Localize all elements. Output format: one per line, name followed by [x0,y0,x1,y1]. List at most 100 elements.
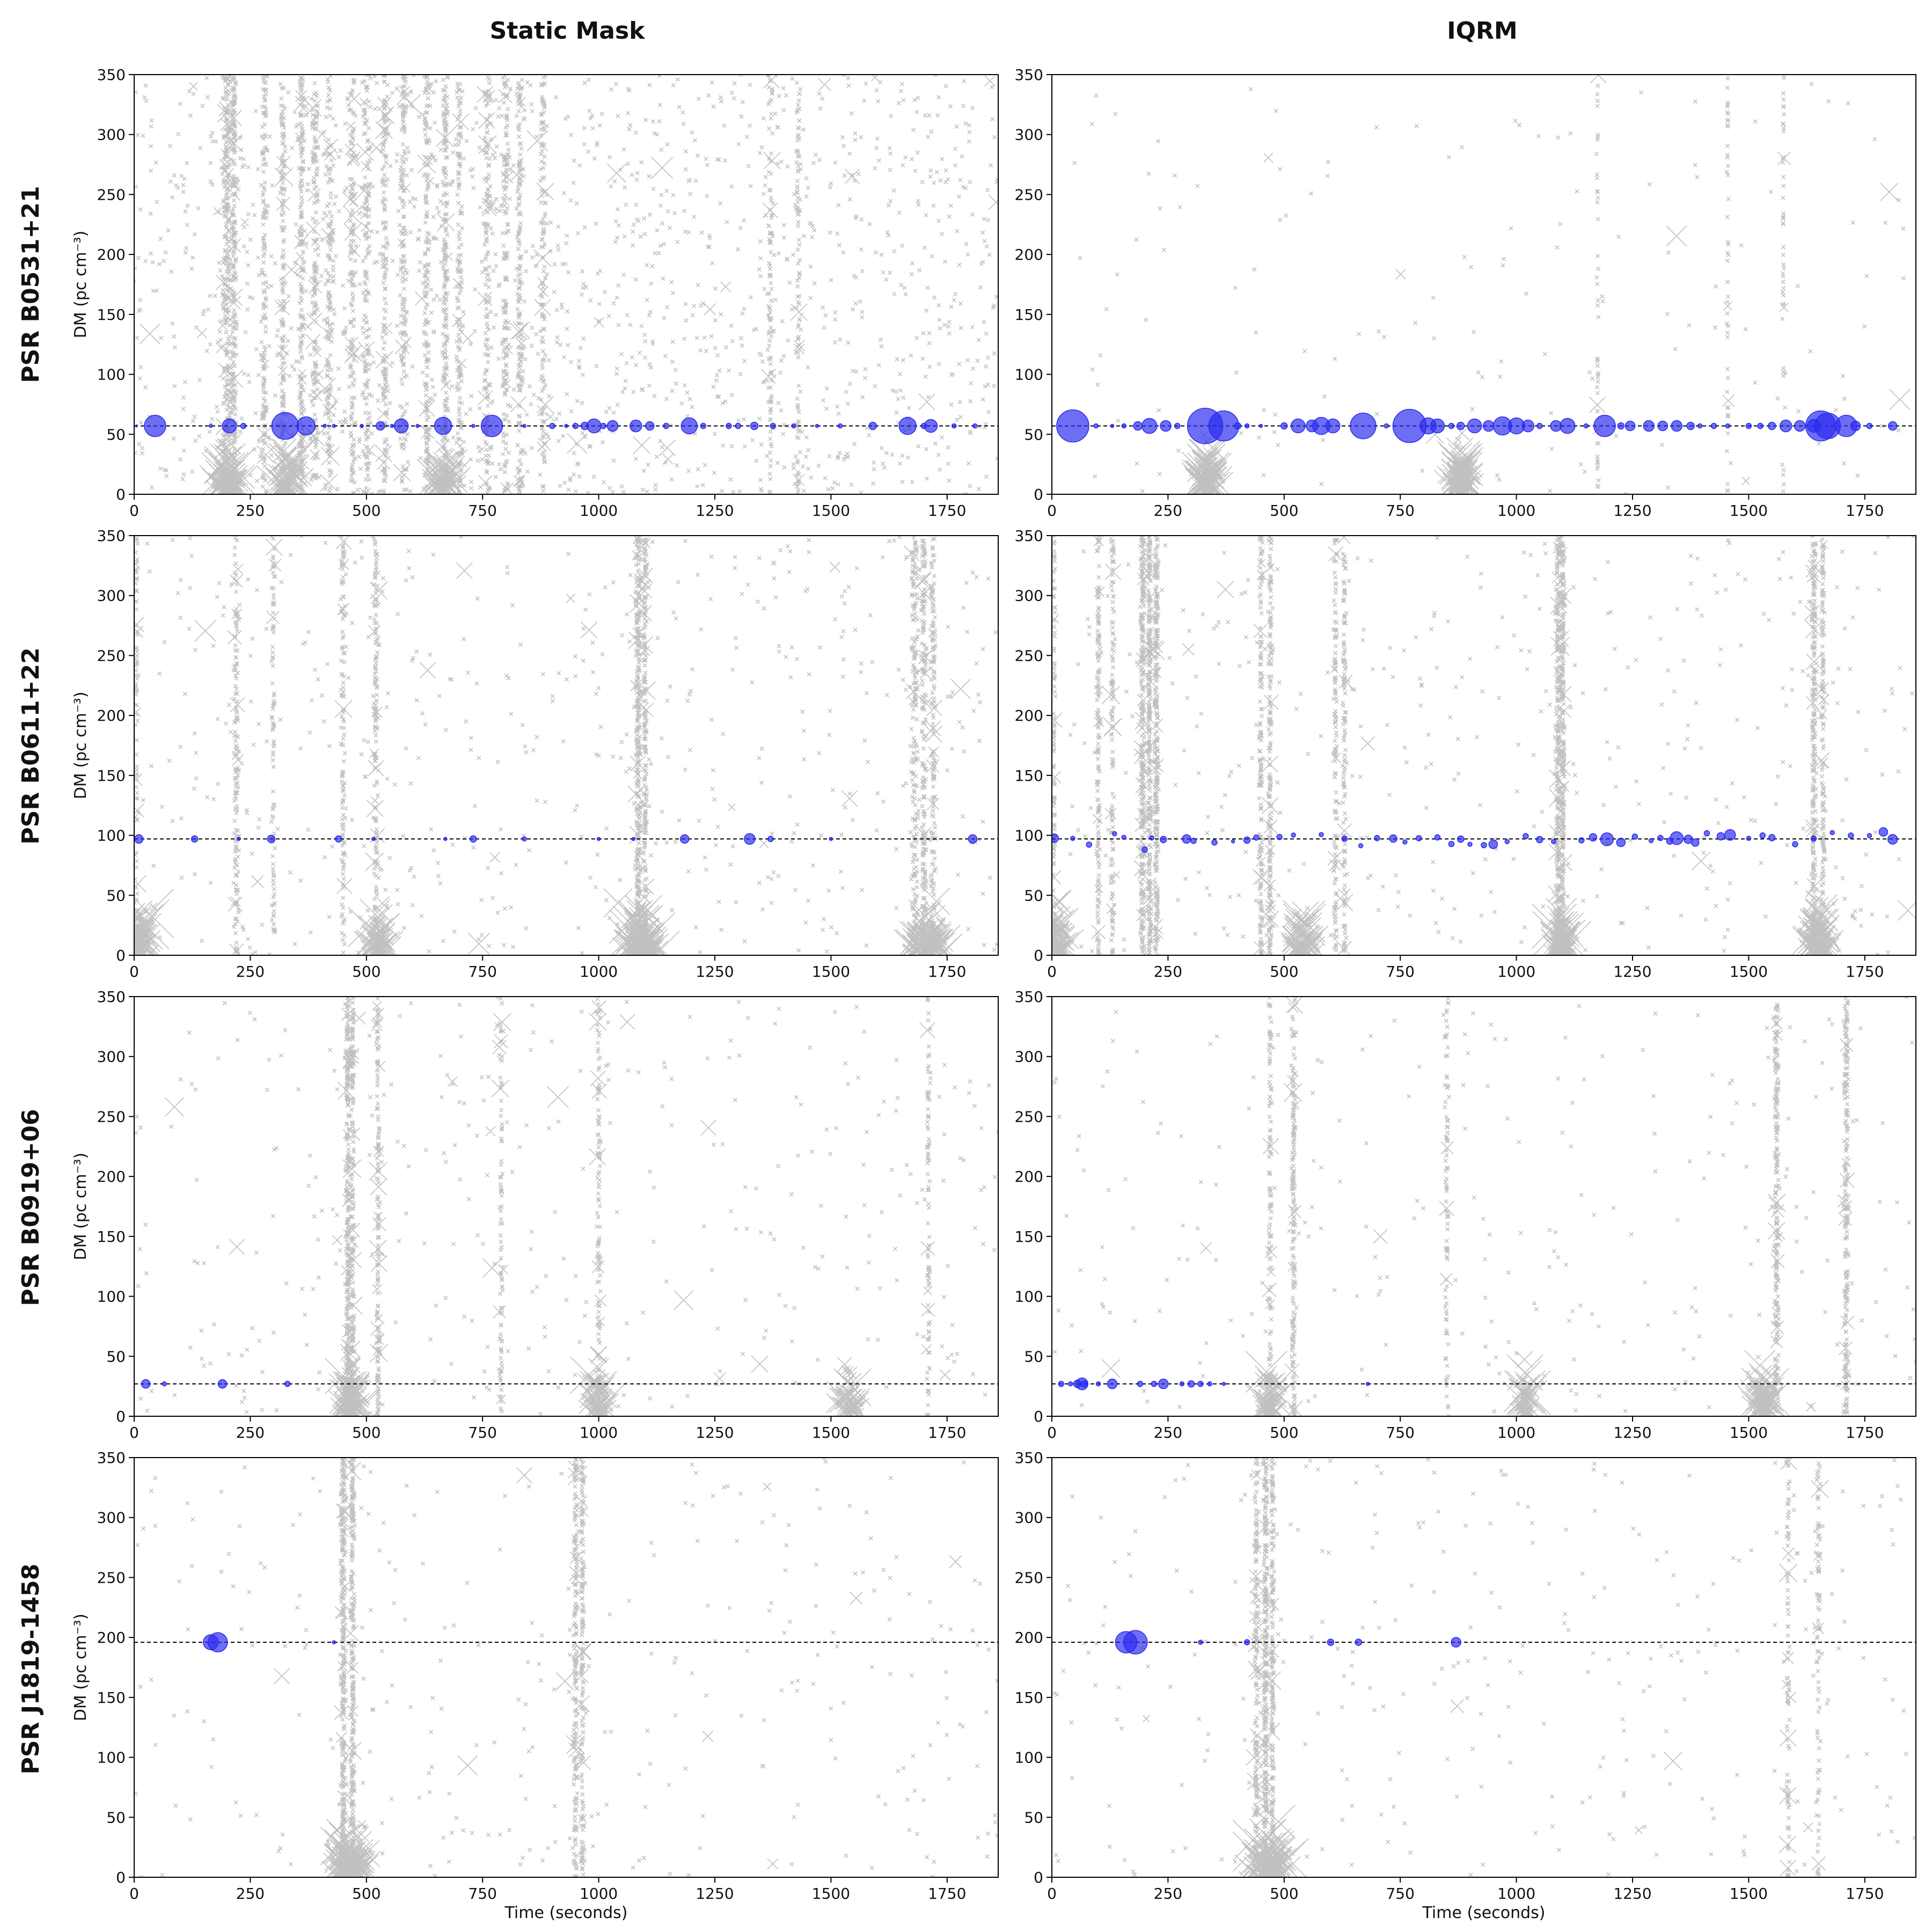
y-tick-label: 150 [97,306,126,324]
detection-point [1158,1378,1169,1389]
detection-point [791,423,796,429]
detection-point [434,416,452,435]
detection-point [837,423,843,429]
detection-point [237,837,241,841]
detection-point [1389,834,1397,843]
x-tick-label: 750 [1386,963,1414,980]
x-tick-label: 1750 [928,502,966,519]
y-tick-label: 100 [1015,1749,1043,1767]
y-tick-label: 350 [97,988,126,1006]
detection-point [144,414,166,437]
detections [1115,1630,1461,1655]
detection-point [1887,421,1898,431]
panel-0-0: 0 250 500 750 1000 1250 1500 1750 0 50 100 150 200 25… [71,66,999,519]
detection-point [332,1640,336,1644]
y-axis-label: DM (pc cm⁻³) [71,1614,90,1722]
detection-point [726,422,732,429]
detection-point [1350,412,1377,440]
x-tick-label: 1000 [1497,963,1535,980]
detection-point [600,422,606,429]
detection-point [1551,839,1556,844]
x-tick-label: 1500 [1730,1885,1768,1902]
y-tick-label: 350 [1015,527,1043,545]
x-tick-label: 1250 [696,1424,734,1441]
detection-point [1058,1380,1065,1387]
rfi-layer [134,75,998,494]
x-axis-label: Time (seconds) [504,1904,628,1922]
x-tick-label: 500 [1270,1885,1298,1902]
detection-point [1121,835,1126,840]
x-tick-label: 1000 [580,502,618,519]
detection-point [1107,1378,1118,1389]
y-tick-label: 0 [1034,486,1043,503]
rfi-layer [1052,997,1916,1416]
detection-point [680,417,698,435]
detection-point [1866,422,1873,429]
detection-point [1052,833,1059,843]
x-tick-label: 250 [236,1424,265,1441]
plot-area [134,75,998,494]
x-tick-label: 1250 [696,963,734,980]
column-title-static-mask: Static Mask [490,17,646,45]
detections [1052,827,1898,853]
detection-point [1374,835,1380,841]
x-tick-label: 250 [1154,502,1182,519]
detection-point [1123,1630,1148,1655]
detection-point [1086,841,1092,848]
x-tick-label: 1500 [812,1424,850,1441]
y-tick-label: 200 [1015,246,1043,264]
y-tick-label: 250 [97,186,126,203]
detection-point [335,835,342,843]
detection-point [1179,1381,1185,1387]
x-tick-label: 1750 [928,963,966,980]
detection-point [1779,419,1792,433]
plot-area [1052,997,1916,1416]
detection-point [240,422,247,429]
detection-point [1133,421,1143,431]
detection-point [663,422,669,429]
plot-area [1052,1458,1916,1877]
detection-point [1560,418,1576,434]
detection-point [1523,833,1529,839]
x-tick-label: 1000 [580,1885,618,1902]
x-tick-label: 1250 [696,502,734,519]
detection-point [1243,836,1251,844]
detection-point [587,418,602,434]
x-tick-label: 0 [129,1885,139,1902]
detection-point [1488,839,1498,850]
detection-point [1593,414,1616,437]
detection-point [815,423,819,428]
detection-point [952,423,957,429]
x-tick-label: 500 [352,1424,380,1441]
x-tick-label: 1750 [1846,963,1884,980]
detection-point [1112,831,1117,837]
detection-point [522,423,526,428]
x-tick-label: 1000 [1497,1885,1535,1902]
x-tick-label: 750 [468,1885,496,1902]
rfi-layer [1052,1458,1916,1877]
x-tick-label: 1500 [1730,963,1768,980]
detection-point [1657,420,1668,431]
y-tick-label: 50 [1024,426,1043,443]
detection-point [1434,834,1441,841]
y-tick-label: 200 [97,1629,126,1646]
x-tick-label: 1750 [1846,502,1884,519]
y-tick-label: 50 [106,1809,126,1826]
detection-point [1159,836,1167,843]
x-tick-label: 1500 [1730,1424,1768,1441]
panel-frame [134,996,999,1417]
detection-point [390,423,394,428]
detection-point [1121,423,1126,429]
panel-frame [1051,74,1916,495]
detection-point [1589,833,1598,841]
detection-point [1848,832,1854,839]
y-tick-label: 100 [1015,366,1043,384]
y-tick-label: 250 [97,1108,126,1125]
detections [141,1379,291,1389]
y-tick-label: 200 [97,1168,126,1185]
detection-point [1149,835,1154,841]
y-tick-label: 300 [1015,126,1043,144]
detection-point [141,1379,151,1389]
detection-point [1211,839,1218,846]
y-tick-label: 350 [97,527,126,545]
